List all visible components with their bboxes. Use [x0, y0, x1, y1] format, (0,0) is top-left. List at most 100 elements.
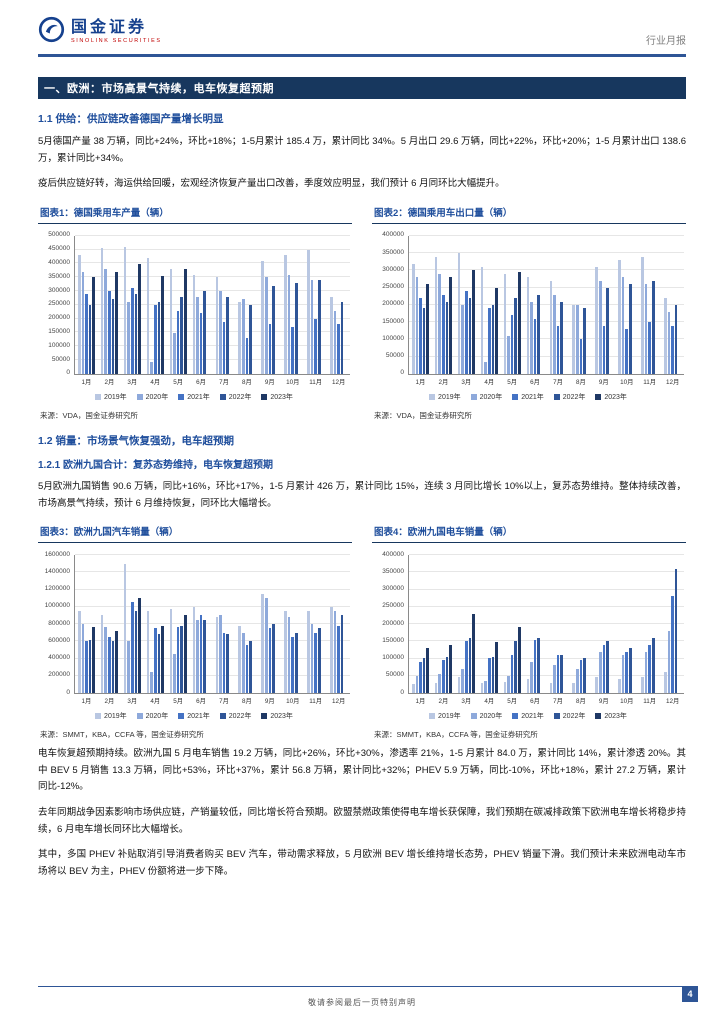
bar-group [524, 555, 547, 694]
bar [85, 641, 88, 694]
bar [465, 290, 468, 374]
bar [146, 257, 150, 374]
chart-title: 图表2：德国乘用车出口量（辆） [372, 202, 686, 224]
bar [651, 280, 655, 374]
bar-group [144, 236, 167, 374]
chart-axis-area: 0 50000 100000 150000 200000 250000 300000 3500… [372, 551, 684, 695]
chart-figure-2: 图表2：德国乘用车出口量（辆） 0 50000 100000 150000 200000… [372, 202, 686, 421]
bar [134, 611, 138, 694]
bar [461, 669, 464, 694]
bar [606, 641, 609, 694]
legend-swatch [470, 713, 477, 720]
bar [108, 290, 111, 374]
bar-group [661, 555, 684, 694]
bar [472, 614, 475, 694]
legend-label: 2022年 [228, 393, 252, 401]
chart-source: 来源：SMMT，KBA，CCFA 等，国金证券研究所 [374, 730, 538, 740]
x-tick-label: 8月 [576, 378, 586, 386]
plot-area [74, 554, 350, 695]
plot-area [74, 234, 350, 375]
bar [579, 660, 583, 694]
bar [261, 594, 264, 694]
legend-swatch [429, 713, 436, 720]
y-tick-label: 500000 [48, 231, 70, 239]
x-axis: 1月 2月 3月 4月 5月 6月 7月 8月 9月 10月 11月 12月 [75, 377, 350, 386]
bar [134, 293, 138, 374]
y-axis: 0 50000 100000 150000 200000 250000 300000 3500… [372, 551, 408, 695]
bar [169, 268, 173, 374]
x-tick-label: 1月 [415, 698, 426, 706]
legend-label: 2020年 [479, 713, 503, 721]
y-tick-label: 200000 [382, 300, 404, 308]
chart-axis-area: 0 200000 400000 600000 800000 1000000 1200000 1… [38, 551, 350, 695]
x-tick-label: 8月 [242, 698, 252, 706]
x-tick-label: 9月 [264, 378, 275, 386]
x-tick-label: 4月 [484, 378, 495, 386]
x-axis: 1月 2月 3月 4月 5月 6月 7月 8月 9月 10月 11月 12月 [409, 696, 684, 705]
legend-item: 2022年 [553, 711, 585, 721]
bar [641, 256, 644, 374]
x-tick-label: 9月 [598, 378, 609, 386]
bar [507, 335, 510, 374]
bar [153, 304, 157, 374]
bar [530, 301, 533, 374]
bar [510, 314, 514, 374]
bar [226, 634, 229, 694]
bar [203, 620, 206, 694]
y-tick-label: 100000 [382, 334, 404, 342]
bar-group [615, 236, 638, 374]
gridline [75, 317, 350, 319]
gridline [409, 674, 684, 676]
legend-item: 2019年 [95, 392, 127, 402]
bar-group [327, 236, 350, 374]
bar-chart: 0 50000 100000 150000 200000 250000 300000 3500… [372, 551, 686, 721]
x-tick-label: 12月 [665, 378, 680, 386]
legend-item: 2022年 [219, 392, 252, 402]
bar-group [121, 555, 144, 694]
bar [192, 607, 196, 694]
gridline [409, 355, 684, 357]
legend-swatch [178, 393, 185, 400]
bar [533, 640, 537, 694]
y-tick-label: 350000 [382, 248, 404, 256]
gridline [75, 262, 350, 264]
bar [491, 304, 495, 374]
bar-group [190, 236, 213, 374]
y-tick-label: 450000 [48, 245, 70, 253]
bar [157, 301, 161, 374]
x-tick-label: 5月 [173, 378, 184, 386]
bar-group [501, 236, 524, 374]
bar-group [304, 236, 327, 374]
brand-text: 国金证券 SINOLINK SECURITIES [71, 18, 162, 45]
bar [426, 283, 429, 374]
bar [196, 296, 199, 374]
body-paragraph: 电车恢复超预期持续。欧洲九国 5 月电车销售 19.2 万辆，同比+26%，环比… [38, 748, 686, 793]
y-tick-label: 0 [400, 688, 404, 696]
bar [438, 674, 442, 694]
bar [295, 633, 298, 694]
plot-area [408, 554, 684, 695]
bar [465, 641, 468, 694]
y-tick-label: 250000 [382, 283, 404, 291]
bar [219, 290, 222, 374]
bar [284, 611, 287, 694]
bar-group [75, 555, 98, 694]
brand-name: 国金证券 [71, 18, 148, 36]
bar [553, 665, 556, 694]
bar [553, 294, 556, 374]
bar [644, 652, 648, 694]
y-tick-label: 400000 [48, 258, 70, 266]
bar [422, 307, 426, 374]
body-paragraph: 5月欧洲九国销售 90.6 万辆，同比+16%，环比+17%，1-5 月累计 4… [38, 480, 686, 509]
bar [340, 301, 344, 374]
gridline [75, 657, 350, 659]
bar [461, 304, 464, 374]
legend-item: 2023年 [261, 392, 293, 402]
bar [602, 645, 606, 694]
body-paragraph: 疫后供应链好转，海运供给回暖，宏观经济恢复产量出口改善，季度效应明显，我们预计 … [38, 178, 505, 190]
bar-group [661, 236, 684, 374]
bar [184, 615, 187, 694]
page-number: 4 [682, 986, 698, 1002]
body-paragraph: 其中，多国 PHEV 补贴取消引导消费者购买 BEV 汽车，带动需求释放，5 月… [38, 849, 686, 877]
